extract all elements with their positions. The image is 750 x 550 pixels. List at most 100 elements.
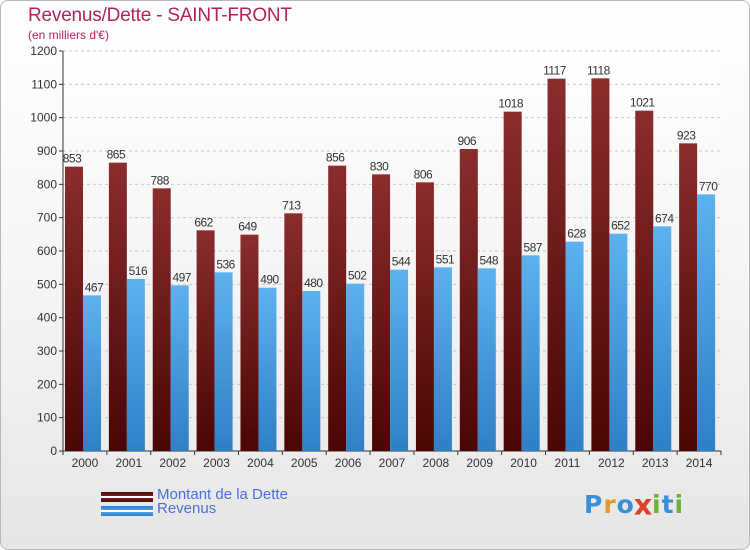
legend-label-dette: Montant de la Dette (157, 486, 288, 503)
bar-revenus (390, 269, 409, 451)
data-label-dette: 923 (677, 128, 696, 142)
data-label-revenus: 770 (699, 179, 718, 193)
bar-dette (328, 165, 347, 451)
data-label-dette: 649 (238, 220, 257, 234)
bar-dette (415, 182, 434, 452)
x-tick-label: 2011 (555, 456, 581, 470)
y-tick-label: 600 (37, 244, 57, 258)
data-label-revenus: 544 (392, 255, 411, 269)
data-label-dette: 1021 (630, 96, 656, 110)
bar-revenus (433, 267, 452, 451)
data-label-revenus: 497 (172, 270, 191, 284)
bar-revenus (302, 291, 321, 451)
bar-dette (284, 213, 303, 451)
data-label-revenus: 674 (655, 211, 674, 225)
x-tick-label: 2010 (510, 456, 537, 470)
x-tick-label: 2013 (642, 456, 669, 470)
data-label-revenus: 467 (85, 280, 104, 294)
bar-revenus (258, 287, 277, 451)
logo-letter: x (633, 487, 654, 522)
bar-dette (108, 162, 127, 451)
bar-dette (65, 166, 83, 451)
data-label-revenus: 548 (480, 253, 499, 267)
bar-dette (459, 149, 478, 451)
x-tick-label: 2001 (115, 456, 142, 470)
legend-label-revenus: Revenus (157, 500, 217, 517)
bar-revenus (214, 272, 233, 451)
data-label-revenus: 652 (611, 219, 630, 233)
bar-dette (679, 143, 698, 452)
chart-subtitle: (en milliers d'€) (28, 28, 109, 42)
data-label-revenus: 551 (436, 252, 455, 266)
x-tick-label: 2006 (335, 456, 362, 470)
proxiti-logo: Proxiti (584, 487, 685, 522)
logo-letter: i (652, 490, 662, 519)
x-tick-label: 2000 (72, 456, 99, 470)
bar-dette (196, 230, 215, 451)
x-tick-label: 2002 (159, 456, 186, 470)
y-tick-label: 700 (37, 211, 57, 225)
data-label-revenus: 480 (304, 276, 323, 290)
logo-letter: i (674, 490, 685, 519)
data-label-revenus: 587 (523, 240, 542, 254)
bar-revenus (477, 268, 496, 451)
y-tick-label: 1000 (30, 111, 57, 125)
data-label-dette: 853 (63, 152, 82, 166)
bar-revenus (653, 226, 672, 451)
y-tick-label: 100 (37, 411, 57, 425)
bar-revenus (126, 279, 145, 451)
logo-letter: P (584, 490, 604, 519)
data-label-revenus: 490 (260, 273, 279, 287)
legend-swatch-revenus (101, 506, 153, 516)
bar-revenus (170, 285, 189, 451)
bar-dette (635, 110, 654, 452)
bar-dette (152, 188, 171, 452)
data-label-dette: 856 (326, 151, 345, 165)
data-label-dette: 662 (194, 215, 213, 229)
x-tick-label: 2003 (203, 456, 230, 470)
x-tick-label: 2005 (291, 456, 318, 470)
x-tick-label: 2007 (379, 456, 406, 470)
data-label-dette: 1018 (498, 97, 524, 111)
data-label-dette: 1118 (587, 63, 611, 77)
y-tick-label: 500 (37, 277, 57, 291)
y-tick-label: 800 (37, 177, 57, 191)
chart-title: Revenus/Dette - SAINT-FRONT (28, 5, 292, 26)
y-tick-label: 300 (37, 344, 57, 358)
data-label-revenus: 536 (216, 257, 235, 271)
y-tick-label: 0 (50, 444, 57, 458)
legend-swatch-dette (101, 492, 153, 502)
logo-letter: r (603, 490, 617, 519)
y-tick-label: 900 (37, 144, 57, 158)
data-label-dette: 830 (370, 159, 389, 173)
data-label-revenus: 502 (348, 269, 367, 283)
y-tick-label: 1200 (30, 44, 57, 58)
data-label-dette: 806 (414, 167, 433, 181)
bar-revenus (609, 233, 628, 451)
x-tick-label: 2009 (466, 456, 493, 470)
bar-dette (240, 234, 259, 451)
bar-dette (591, 78, 610, 451)
y-tick-label: 200 (37, 377, 57, 391)
bar-dette (503, 111, 522, 452)
bar-revenus (521, 255, 540, 451)
bar-dette (372, 174, 391, 452)
bar-revenus (565, 241, 584, 451)
data-label-dette: 1117 (543, 64, 567, 78)
x-tick-label: 2008 (423, 456, 450, 470)
x-tick-label: 2012 (598, 456, 625, 470)
logo-letter: t (661, 490, 675, 519)
data-label-revenus: 628 (567, 227, 586, 241)
x-tick-label: 2014 (686, 456, 713, 470)
data-label-dette: 713 (282, 198, 301, 212)
x-tick-label: 2004 (247, 456, 274, 470)
bar-revenus (346, 283, 365, 451)
data-label-dette: 788 (150, 173, 169, 187)
bar-dette (547, 78, 566, 452)
y-tick-label: 1100 (31, 77, 57, 91)
data-label-revenus: 516 (129, 264, 148, 278)
bar-revenus (697, 194, 716, 452)
data-label-dette: 865 (107, 148, 126, 162)
